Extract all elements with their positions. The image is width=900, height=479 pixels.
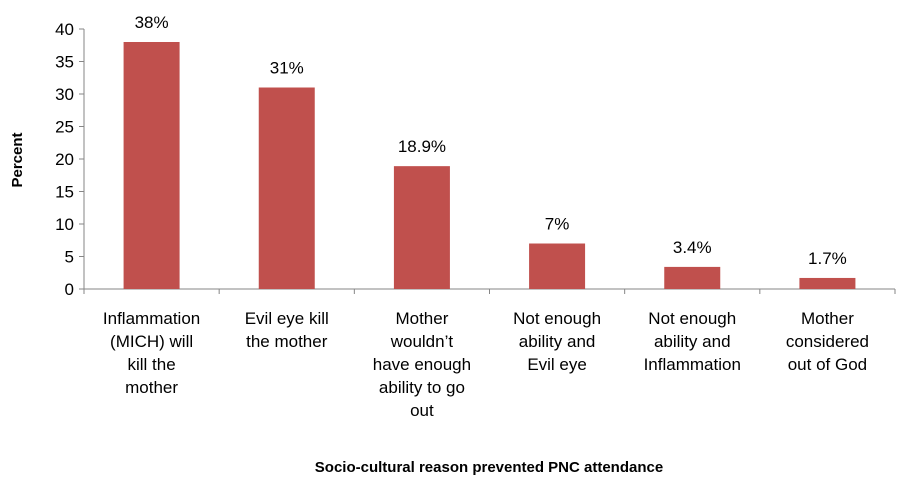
x-category-label-line: ability and <box>519 332 596 351</box>
x-category-label: Not enough ability and Evil eye <box>513 309 601 374</box>
x-category-label-line: wouldn’t <box>390 332 454 351</box>
data-label: 18.9% <box>398 137 446 156</box>
x-category-label-line: have enough <box>373 355 471 374</box>
x-category-label: Mother considered out of God <box>786 309 869 374</box>
x-category-label-line: out of God <box>788 355 867 374</box>
bars <box>123 42 856 289</box>
x-category-label-line: out <box>410 401 434 420</box>
y-tick-label: 20 <box>55 150 74 169</box>
x-category-label-line: Not enough <box>648 309 736 328</box>
x-category-label-line: ability to go <box>379 378 465 397</box>
data-label: 38% <box>135 13 169 32</box>
x-category-label-line: Mother <box>395 309 448 328</box>
x-category-label-line: Inflammation <box>103 309 200 328</box>
data-label: 3.4% <box>673 238 712 257</box>
y-tick-label: 30 <box>55 85 74 104</box>
x-category-label-line: Evil eye kill <box>245 309 329 328</box>
data-label: 7% <box>545 215 570 234</box>
x-category-labels: Inflammation (MICH) will kill the mother Evi… <box>103 309 869 420</box>
data-label: 31% <box>270 59 304 78</box>
bar <box>258 87 315 289</box>
axes <box>79 28 896 294</box>
bar <box>393 166 450 289</box>
x-category-label-line: (MICH) will <box>110 332 193 351</box>
y-tick-label: 25 <box>55 118 74 137</box>
x-category-label-line: kill the <box>127 355 175 374</box>
y-tick-label: 0 <box>65 280 74 299</box>
x-category-label: Evil eye kill the mother <box>245 309 329 351</box>
x-category-label-line: ability and <box>654 332 731 351</box>
x-category-label: Not enough ability and Inflammation <box>644 309 741 374</box>
y-tick-label: 40 <box>55 20 74 39</box>
y-tick-label: 5 <box>65 248 74 267</box>
data-label: 1.7% <box>808 249 847 268</box>
x-category-label: Mother wouldn’t have enough ability to go ou… <box>373 309 471 420</box>
x-category-label-line: Not enough <box>513 309 601 328</box>
bar <box>123 42 180 289</box>
x-axis-title: Socio-cultural reason prevented PNC atte… <box>315 459 663 476</box>
bar <box>664 266 721 289</box>
y-tick-label: 10 <box>55 215 74 234</box>
bar <box>529 243 586 289</box>
y-tick-label: 35 <box>55 53 74 72</box>
bar <box>799 277 856 289</box>
y-tick-label: 15 <box>55 183 74 202</box>
x-category-label-line: considered <box>786 332 869 351</box>
x-category-label: Inflammation (MICH) will kill the mother <box>103 309 200 397</box>
data-labels: 38% 31% 18.9% 7% 3.4% 1.7% <box>135 13 847 268</box>
x-category-label-line: Mother <box>801 309 854 328</box>
y-tick-labels: 0 5 10 15 20 25 30 35 40 <box>55 20 74 299</box>
x-category-label-line: Evil eye <box>527 355 587 374</box>
y-axis-title: Percent <box>9 132 26 187</box>
x-category-label-line: mother <box>125 378 178 397</box>
x-category-label-line: Inflammation <box>644 355 741 374</box>
x-category-label-line: the mother <box>246 332 328 351</box>
